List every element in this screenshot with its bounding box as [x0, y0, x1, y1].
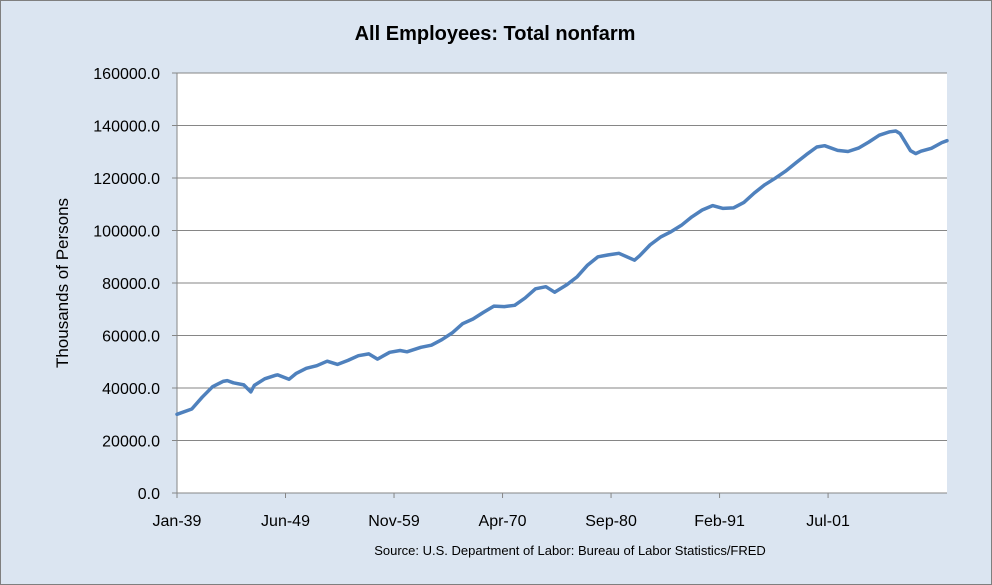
x-axis-ticks: Jan-39 Jun-49 Nov-59 Apr-70 Sep-80 Feb-91 Jul-…: [153, 493, 850, 530]
x-tick-label: Feb-91: [694, 513, 745, 530]
x-tick-label: Nov-59: [368, 513, 420, 530]
y-axis-label: Thousands of Persons: [53, 198, 72, 368]
x-tick-label: Sep-80: [585, 513, 637, 530]
x-tick-label: Jun-49: [261, 513, 310, 530]
x-tick-label: Jan-39: [153, 513, 202, 530]
y-tick-label: 140000.0: [93, 119, 160, 136]
y-tick-label: 40000.0: [102, 381, 160, 398]
y-tick-label: 80000.0: [102, 276, 160, 293]
y-tick-label: 60000.0: [102, 329, 160, 346]
y-tick-label: 0.0: [138, 486, 160, 503]
y-tick-label: 160000.0: [93, 66, 160, 83]
series-line: [175, 129, 949, 417]
y-axis-ticks: 0.0 20000.0 40000.0 60000.0 80000.0 100000.0 1…: [93, 66, 177, 503]
chart-title: All Employees: Total nonfarm: [355, 23, 636, 45]
gridlines: [177, 72, 947, 441]
y-tick-label: 20000.0: [102, 434, 160, 451]
y-tick-label: 100000.0: [93, 224, 160, 241]
x-tick-label: Jul-01: [806, 513, 850, 530]
x-tick-label: Apr-70: [479, 513, 527, 530]
source-note: Source: U.S. Department of Labor: Bureau…: [374, 543, 766, 558]
y-tick-label: 120000.0: [93, 171, 160, 188]
